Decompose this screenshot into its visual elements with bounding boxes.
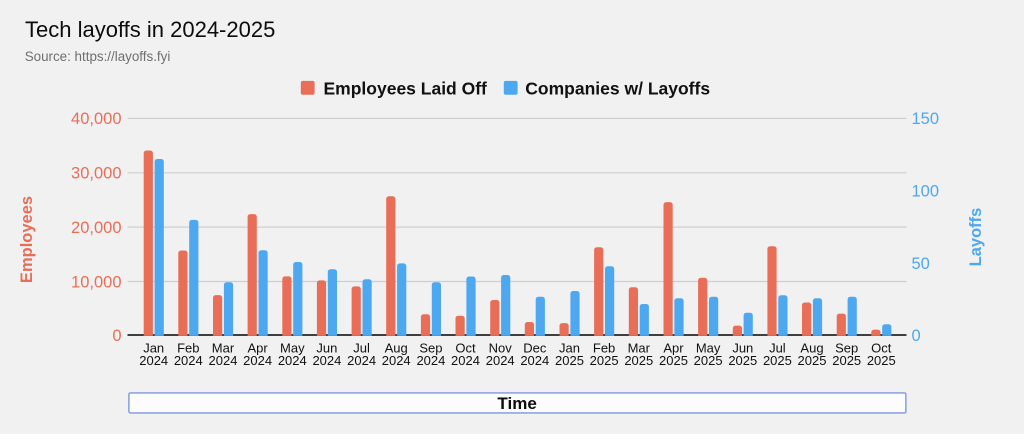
svg-text:2024: 2024: [486, 353, 515, 368]
svg-text:Jun: Jun: [732, 340, 753, 355]
svg-text:Dec: Dec: [523, 340, 547, 355]
svg-text:2024: 2024: [347, 353, 376, 368]
svg-text:Time: Time: [497, 394, 536, 413]
svg-text:May: May: [696, 340, 721, 355]
svg-text:2025: 2025: [694, 353, 723, 368]
svg-text:2025: 2025: [798, 353, 827, 368]
svg-text:2025: 2025: [728, 353, 757, 368]
svg-text:2025: 2025: [555, 353, 584, 368]
svg-text:2024: 2024: [209, 353, 238, 368]
svg-text:Sep: Sep: [835, 340, 858, 355]
svg-text:2024: 2024: [451, 353, 480, 368]
svg-text:2024: 2024: [174, 353, 203, 368]
svg-text:10,000: 10,000: [71, 273, 121, 291]
svg-text:Jul: Jul: [769, 340, 786, 355]
svg-text:2024: 2024: [278, 353, 307, 368]
svg-text:100: 100: [912, 183, 940, 201]
svg-text:2024: 2024: [243, 353, 272, 368]
svg-text:2025: 2025: [624, 353, 653, 368]
svg-text:2024: 2024: [312, 353, 341, 368]
svg-text:2025: 2025: [867, 353, 896, 368]
svg-text:Jan: Jan: [559, 340, 580, 355]
svg-text:Apr: Apr: [663, 340, 684, 355]
svg-text:2024: 2024: [416, 353, 445, 368]
svg-text:Layoffs: Layoffs: [967, 208, 985, 267]
svg-text:Mar: Mar: [628, 340, 651, 355]
svg-text:May: May: [280, 340, 305, 355]
svg-text:Apr: Apr: [247, 340, 268, 355]
svg-text:Sep: Sep: [419, 340, 442, 355]
svg-text:2025: 2025: [659, 353, 688, 368]
svg-text:20,000: 20,000: [71, 219, 121, 237]
svg-text:30,000: 30,000: [71, 165, 121, 183]
svg-text:Aug: Aug: [800, 340, 823, 355]
svg-text:0: 0: [912, 327, 921, 345]
svg-text:Oct: Oct: [871, 340, 892, 355]
svg-text:2025: 2025: [590, 353, 619, 368]
svg-text:Tech layoffs in 2024-2025: Tech layoffs in 2024-2025: [25, 17, 275, 42]
svg-text:Companies w/ Layoffs: Companies w/ Layoffs: [525, 79, 710, 99]
svg-text:2025: 2025: [832, 353, 861, 368]
svg-text:40,000: 40,000: [71, 110, 121, 128]
svg-text:2025: 2025: [763, 353, 792, 368]
svg-text:50: 50: [912, 255, 930, 273]
svg-text:150: 150: [912, 110, 940, 128]
svg-text:Employees: Employees: [18, 196, 36, 283]
svg-text:Feb: Feb: [593, 340, 615, 355]
svg-text:Source: https://layoffs.fyi: Source: https://layoffs.fyi: [25, 49, 171, 64]
svg-text:Jun: Jun: [316, 340, 337, 355]
svg-text:0: 0: [112, 327, 121, 345]
svg-text:Mar: Mar: [212, 340, 235, 355]
svg-text:Aug: Aug: [385, 340, 408, 355]
svg-text:Nov: Nov: [489, 340, 513, 355]
svg-text:Jul: Jul: [353, 340, 370, 355]
svg-text:Feb: Feb: [177, 340, 199, 355]
svg-text:2024: 2024: [382, 353, 411, 368]
svg-text:2024: 2024: [139, 353, 168, 368]
svg-text:Oct: Oct: [455, 340, 476, 355]
svg-text:2024: 2024: [520, 353, 549, 368]
svg-text:Jan: Jan: [143, 340, 164, 355]
svg-text:Employees Laid Off: Employees Laid Off: [324, 79, 488, 99]
